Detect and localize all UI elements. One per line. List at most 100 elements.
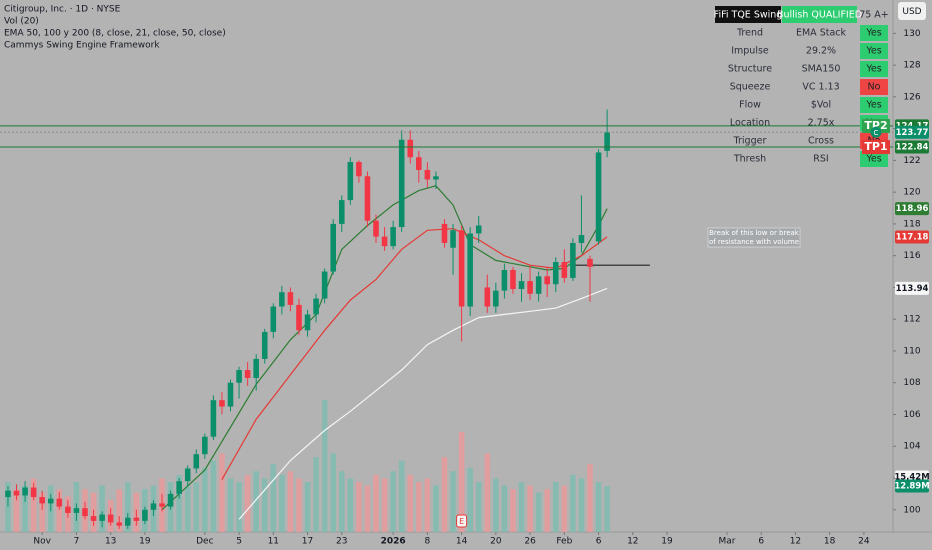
volume-bar: [22, 485, 28, 532]
candle-body: [90, 516, 97, 521]
currency-box[interactable]: [898, 2, 926, 20]
candle-body: [184, 468, 191, 482]
volume-bar: [356, 482, 362, 532]
panel-row-result-box: [860, 25, 888, 41]
volume-bar: [347, 478, 354, 532]
panel-row-metric: RSI: [813, 154, 828, 165]
candle-body: [493, 290, 499, 307]
volume-bar: [433, 485, 439, 532]
panel-row-label: Impulse: [731, 46, 769, 57]
panel-row-label: Thresh: [733, 154, 766, 165]
panel-row-result-box: [860, 151, 888, 167]
legend-entry: EMA 50, 100 y 200 (8, close, 21, close, …: [4, 29, 226, 39]
volume-bar: [296, 478, 302, 532]
volume-bar: [561, 485, 568, 532]
annotation-box: [707, 227, 801, 248]
y-tick-label: 112: [903, 315, 920, 325]
x-tick-label: Feb: [556, 537, 572, 547]
candle-body: [604, 132, 610, 151]
candle-body: [433, 176, 439, 180]
volume-label: 12.89M: [894, 481, 929, 491]
volume-bar: [125, 482, 131, 532]
panel-row-metric: 29.2%: [806, 46, 836, 57]
candle-body: [364, 176, 371, 221]
candle-body: [338, 200, 345, 224]
candle-body: [373, 220, 379, 237]
volume-bar: [227, 478, 234, 532]
x-tick-label: Mar: [718, 537, 735, 547]
candle-body: [270, 306, 277, 332]
volume-label-box: [895, 479, 929, 493]
candle-body: [330, 223, 336, 272]
candle-body: [253, 358, 259, 378]
close-marker-label: C: [874, 129, 879, 137]
panel-row-label: Structure: [728, 64, 772, 75]
price-label-box: [895, 125, 929, 139]
panel-row-result: Yes: [865, 154, 881, 165]
panel-row-label: Trend: [736, 28, 763, 39]
volume-bar: [56, 489, 63, 532]
volume-bar: [475, 482, 482, 532]
volume-bar: [587, 464, 593, 532]
candle-body: [510, 269, 516, 290]
panel-status-box: [782, 6, 857, 23]
candle-body: [407, 139, 414, 158]
volume-bar: [578, 478, 585, 532]
candle-body: [159, 503, 165, 507]
x-tick-label: 14: [456, 537, 468, 547]
panel-row-metric: Cross: [808, 136, 834, 147]
panel-row-result-box: [860, 79, 888, 95]
panel-row-metric: VC 1.13: [802, 82, 839, 93]
target-label: TP1: [864, 140, 887, 153]
panel-title-box: [715, 6, 781, 23]
candle-body: [356, 161, 362, 177]
volume-bar: [450, 471, 456, 532]
target-box: [862, 140, 890, 155]
candle-body: [578, 235, 585, 243]
candle-body: [304, 314, 311, 331]
panel-row-label: Squeeze: [730, 82, 771, 93]
volume-bar: [390, 471, 396, 532]
volume-bar: [518, 482, 525, 532]
x-tick-label: 11: [268, 537, 279, 547]
y-tick-label: 106: [903, 410, 920, 420]
volume-bar: [270, 464, 277, 532]
price-label-box: [895, 230, 929, 244]
x-tick-label: 12: [627, 537, 638, 547]
volume-bar: [535, 492, 542, 532]
price-label-box: [895, 140, 929, 154]
volume-bar: [510, 489, 516, 532]
volume-bar: [416, 482, 422, 532]
candle-body: [107, 514, 114, 523]
y-tick-label: 104: [903, 442, 920, 452]
currency[interactable]: USD: [902, 7, 921, 17]
x-tick-label: Nov: [33, 537, 51, 547]
panel-row-metric: 2.75x: [808, 118, 835, 129]
candle-body: [82, 508, 88, 517]
candle-body: [287, 292, 294, 305]
chart-title: Citigroup, Inc. · 1D · NYSE: [4, 5, 121, 15]
candle-body: [244, 370, 251, 378]
volume-bar: [5, 482, 11, 532]
candle-body: [65, 506, 71, 513]
volume-bar: [313, 457, 319, 532]
candle-body: [125, 517, 131, 526]
volume-bar: [287, 471, 294, 532]
candle-body: [313, 298, 319, 315]
candle-body: [587, 258, 593, 267]
volume-bar: [527, 485, 533, 532]
candle-body: [5, 490, 11, 498]
volume-label: 15.42M: [894, 472, 929, 482]
candle-body: [595, 152, 602, 242]
candle-body: [484, 287, 491, 307]
volume-bar: [595, 482, 602, 532]
candle-body: [450, 230, 456, 248]
candle-body: [535, 276, 542, 294]
annotation: Break of this low or break: [709, 229, 800, 237]
candle-body: [47, 498, 54, 504]
x-tick-label: 5: [236, 537, 242, 547]
x-tick-label: 6: [758, 537, 764, 547]
panel-row-result: Yes: [865, 64, 881, 75]
volume-bar: [493, 478, 499, 532]
